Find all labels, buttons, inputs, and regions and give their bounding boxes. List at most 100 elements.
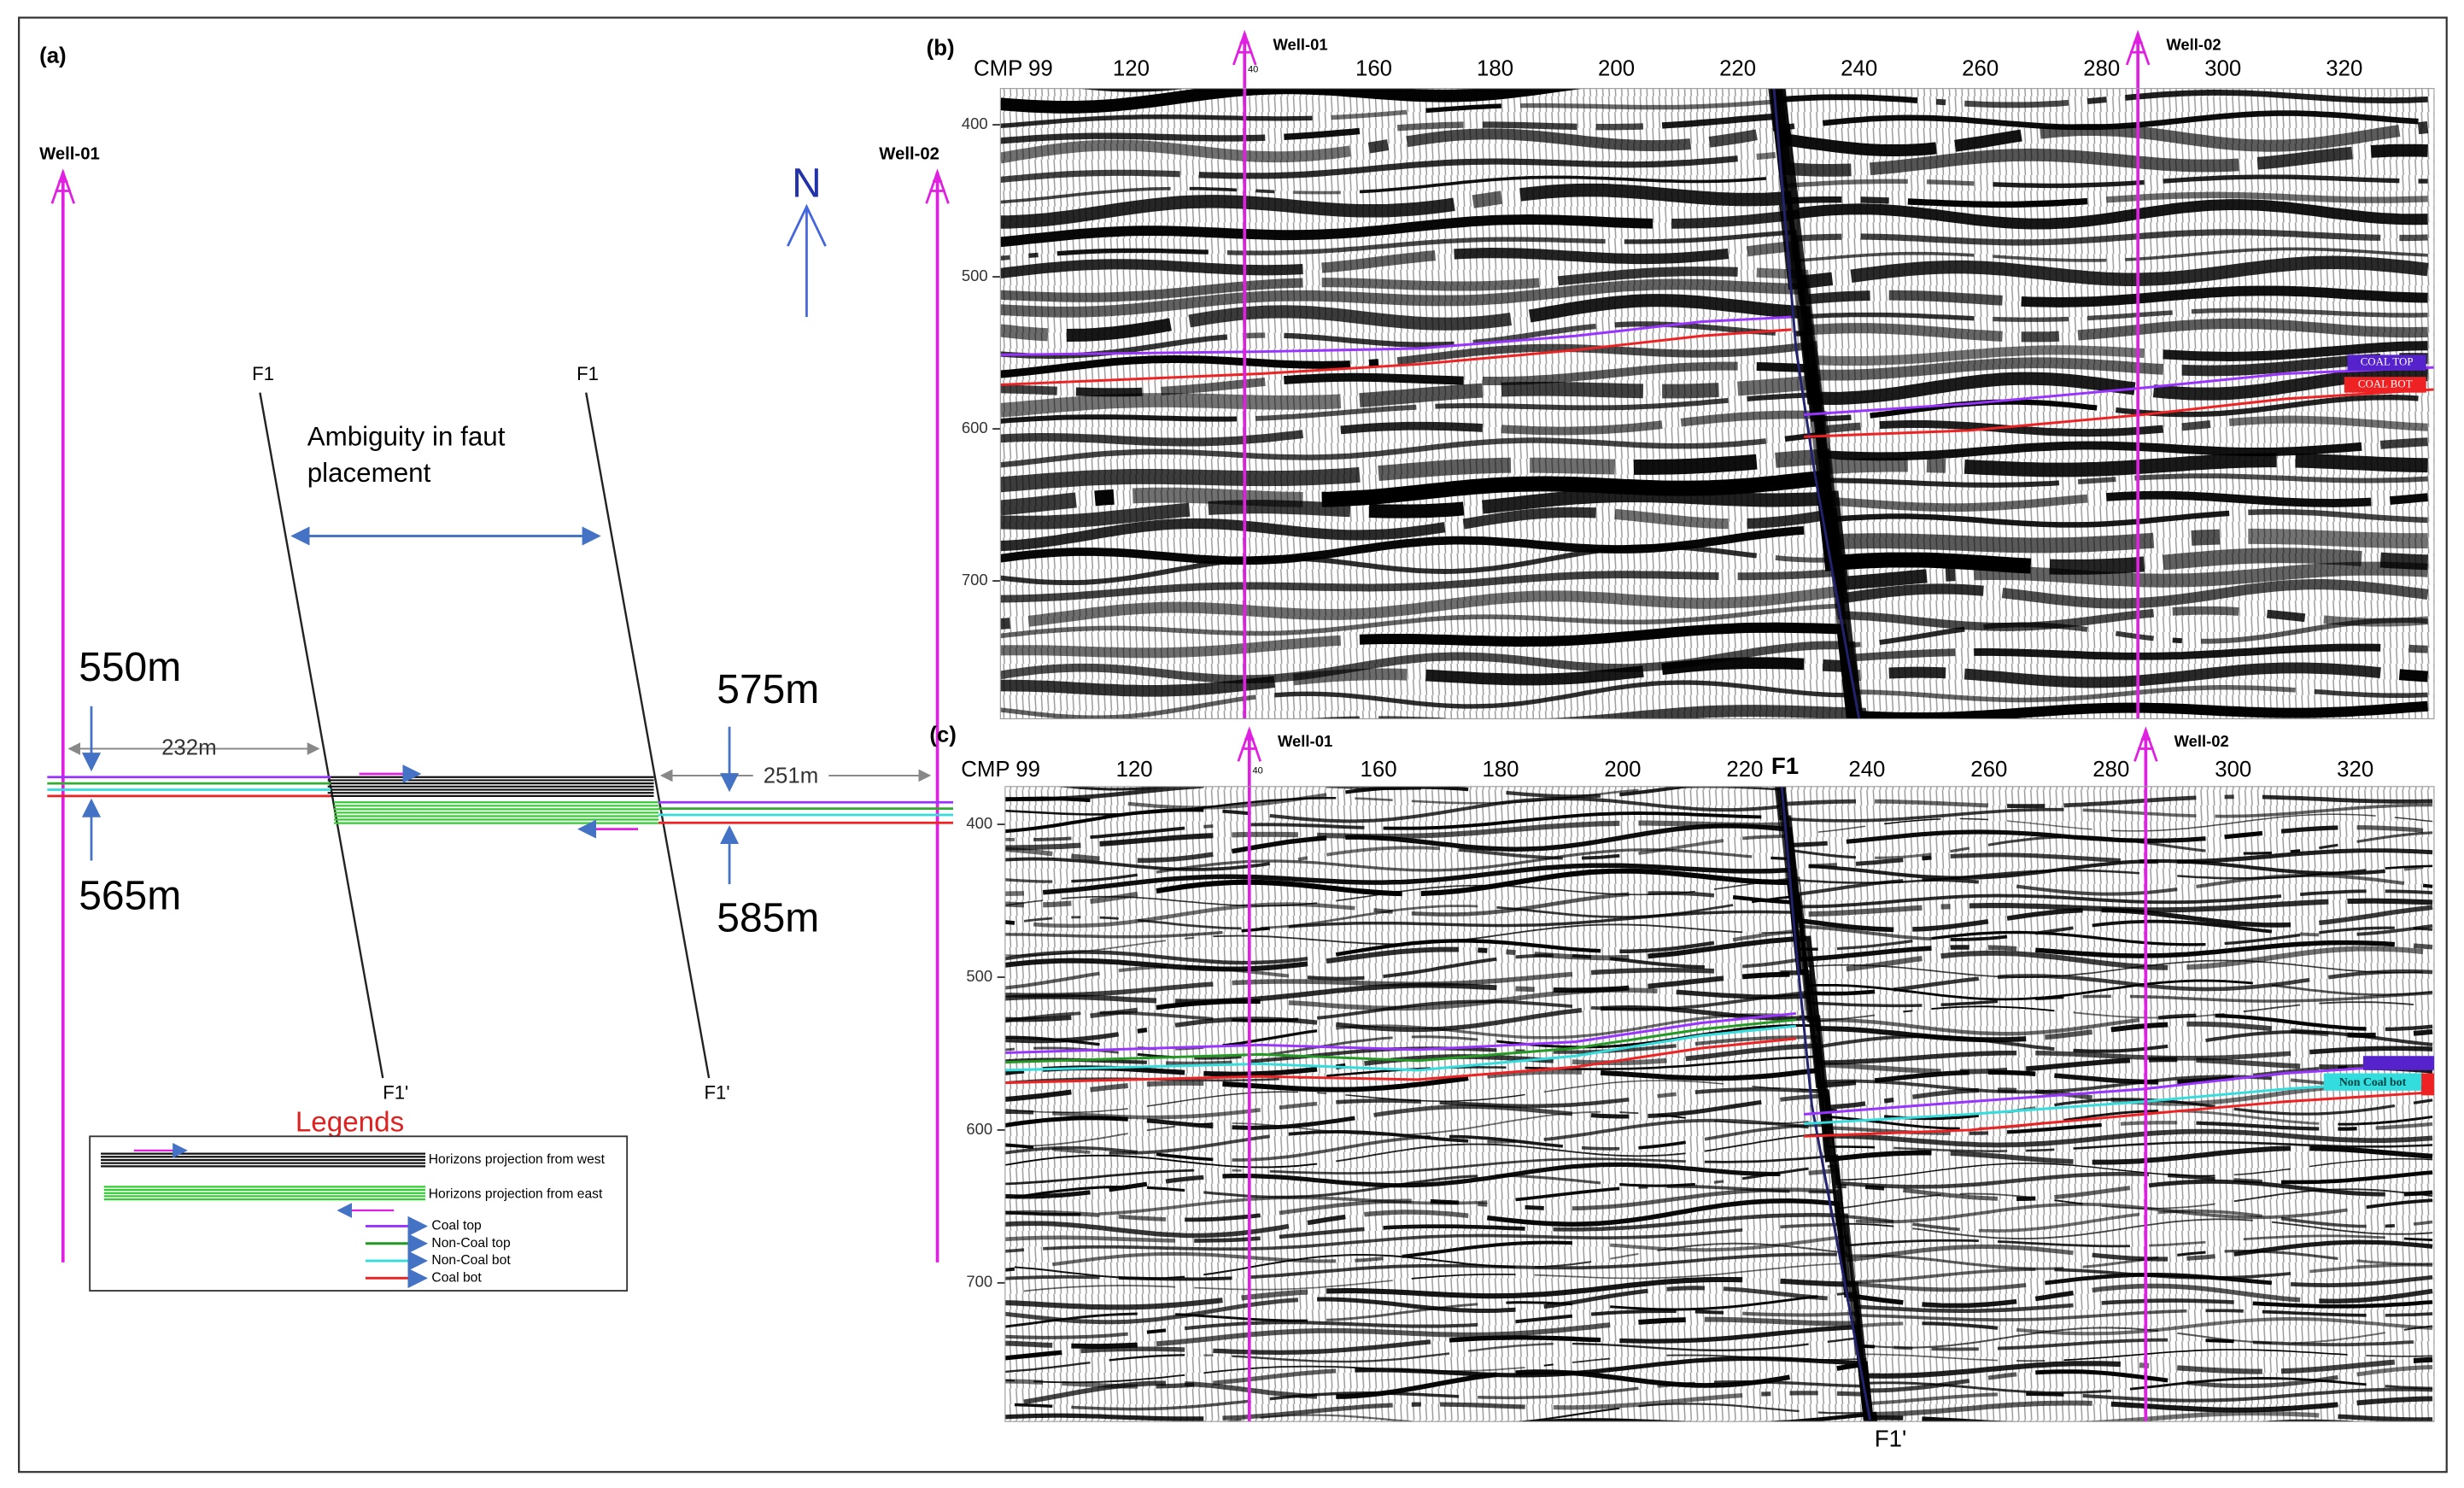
seismic-reflector <box>2063 1349 2348 1362</box>
seismic-reflector <box>1525 1204 1544 1210</box>
seismic-reflector <box>1571 1342 1809 1352</box>
seismic-reflector <box>2290 1274 2433 1288</box>
seismic-reflector <box>1004 1248 1025 1253</box>
seismic-reflector <box>1773 88 1937 156</box>
seismic-reflector <box>1482 361 1738 385</box>
seismic-reflector <box>1052 1108 1261 1120</box>
seismic-reflector <box>1775 786 2064 823</box>
seismic-reflector <box>1004 1089 1072 1102</box>
seismic-reflector <box>1685 1043 2433 1148</box>
seismic-reflector <box>1449 1134 1564 1148</box>
seismic-reflector <box>1004 1362 1091 1374</box>
seismic-reflector <box>1004 1340 1053 1348</box>
seismic-reflector <box>2125 90 2428 104</box>
seismic-reflector <box>1000 414 1238 424</box>
seismic-reflector <box>2248 528 2428 548</box>
seismic-reflector <box>1860 229 2381 246</box>
seismic-reflector <box>1000 430 1304 447</box>
seismic-reflector <box>1472 190 1503 208</box>
seismic-reflector <box>1000 492 1077 516</box>
seismic-reflector <box>2082 1387 2433 1403</box>
legend-item: Horizons projection from east <box>429 1187 603 1202</box>
seismic-reflector <box>2379 552 2428 571</box>
seismic-reflector <box>1004 1379 1044 1385</box>
seismic-reflector <box>1326 765 1336 766</box>
seismic-reflector <box>1132 487 1303 507</box>
seismic-reflector <box>2054 1186 2131 1199</box>
seismic-reflector <box>1747 392 2060 488</box>
seismic-reflector <box>1590 990 2273 1094</box>
well-label: Well-02 <box>879 144 939 163</box>
x-tick-label: 320 <box>2326 56 2362 80</box>
seismic-reflector <box>1694 1087 2150 1189</box>
seismic-reflector <box>2149 1240 2206 1247</box>
seismic-reflector <box>1174 1016 1318 1028</box>
seismic-reflector <box>1940 950 2168 970</box>
seismic-reflector <box>1950 934 2008 941</box>
seismic-reflector <box>1364 1210 1469 1219</box>
seismic-reflector <box>1713 876 2424 978</box>
seismic-reflector <box>1340 421 1484 435</box>
horizon-tag-label: Non Coal bot <box>2339 1075 2407 1088</box>
seismic-reflector <box>1638 754 1676 759</box>
seismic-reflector <box>1855 1202 2348 1224</box>
y-tick-label: 600 <box>962 419 988 436</box>
seismic-reflector <box>2148 1179 2385 1197</box>
x-tick-label: 260 <box>1962 56 1999 80</box>
seismic-reflector <box>1883 1097 1894 1104</box>
seismic-reflector <box>1345 786 1469 794</box>
seismic-reflector <box>1004 1145 1138 1155</box>
content: (a) Well-01 Well-02 N F1 F1 F1' F1' Ambiguity in… <box>39 29 2435 1452</box>
panel-label: (b) <box>927 36 955 60</box>
seismic-reflector <box>2399 234 2428 242</box>
seismic-reflector <box>1326 846 1441 857</box>
y-tick-label: 400 <box>966 814 992 832</box>
seismic-reflector <box>1194 1056 1242 1060</box>
well-icon <box>2125 29 2151 66</box>
seismic-reflector <box>2177 1251 2206 1257</box>
seismic-reflector <box>1004 958 1308 972</box>
depth-label: 575m <box>717 667 819 712</box>
seismic-reflector <box>1864 1185 1885 1191</box>
seismic-reflector <box>1571 1357 1611 1363</box>
seismic-reflector <box>1912 918 1989 932</box>
seismic-reflector <box>1004 1210 1100 1217</box>
seismic-reflector <box>2045 1273 2273 1286</box>
seismic-reflector <box>1255 189 1275 194</box>
seismic-reflector <box>1213 923 1743 946</box>
seismic-reflector <box>1383 957 1497 979</box>
seismic-reflector <box>1000 641 1864 719</box>
seismic-reflector <box>2309 1046 2433 1055</box>
seismic-reflector <box>1959 817 1988 821</box>
seismic-reflector <box>1194 1122 1214 1126</box>
horizon-line <box>1803 1062 2435 1116</box>
seismic-reflector <box>1657 1381 1695 1388</box>
seismic-reflector <box>1336 1372 1497 1399</box>
seismic-reflector <box>1208 500 1351 518</box>
seismic-reflector <box>2168 1428 2196 1431</box>
seismic-reflector <box>1226 237 1606 255</box>
seismic-reflector <box>1998 1428 2102 1435</box>
seismic-reflector <box>1250 823 1365 829</box>
seismic-reflector <box>1119 1451 1128 1452</box>
seismic-reflector <box>1232 1135 1431 1162</box>
seismic-reflector <box>1027 584 1862 682</box>
seismic-reflector <box>1610 1252 1639 1260</box>
seismic-reflector <box>1997 974 2310 992</box>
well-icon <box>925 168 950 204</box>
seismic-reflector <box>1109 1354 1185 1362</box>
seismic-reflector <box>1874 1069 1969 1083</box>
seismic-reflector <box>1146 1328 1167 1334</box>
seismic-reflector <box>1571 1187 2027 1292</box>
seismic-reflector <box>1661 113 1842 205</box>
seismic-reflector <box>1355 797 1393 801</box>
seismic-reflector <box>1406 128 1691 152</box>
seismic-reflector <box>1704 1316 2092 1417</box>
seismic-reflector <box>1705 1427 1800 1432</box>
seismic-reflector <box>1783 176 1975 263</box>
seismic-reflector <box>1609 957 1705 970</box>
annotation: Ambiguity in faut <box>307 421 506 451</box>
seismic-reflector <box>1146 1186 1185 1192</box>
seismic-reflector <box>1741 971 1790 980</box>
seismic-reflector <box>1222 809 1251 816</box>
